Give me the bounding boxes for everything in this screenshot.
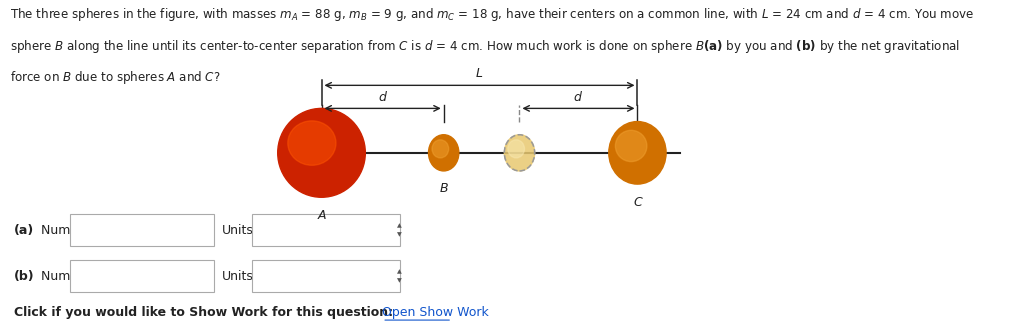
Ellipse shape [505, 135, 535, 171]
Text: sphere $B$ along the line until its center-to-center separation from $C$ is $d$ : sphere $B$ along the line until its cent… [10, 38, 961, 54]
Text: ▲: ▲ [396, 223, 401, 228]
Ellipse shape [428, 135, 459, 171]
Text: B: B [439, 183, 447, 196]
Text: C: C [633, 196, 642, 208]
Text: (b): (b) [14, 270, 35, 283]
Ellipse shape [288, 121, 336, 165]
FancyBboxPatch shape [71, 261, 214, 292]
Text: $d$: $d$ [378, 90, 388, 105]
Text: ▼: ▼ [396, 279, 401, 284]
Text: $L$: $L$ [475, 67, 483, 80]
Text: Click if you would like to Show Work for this question:: Click if you would like to Show Work for… [14, 306, 393, 319]
Text: $d$: $d$ [573, 90, 584, 105]
Text: A: A [317, 209, 326, 222]
Ellipse shape [432, 140, 449, 158]
Text: (a): (a) [14, 224, 34, 237]
Text: Open Show Work: Open Show Work [382, 306, 488, 319]
Text: The three spheres in the figure, with masses $m_A$ = 88 g, $m_B$ = 9 g, and $m_C: The three spheres in the figure, with ma… [10, 6, 974, 23]
FancyBboxPatch shape [71, 214, 214, 246]
Text: Number: Number [37, 270, 91, 283]
Text: ▲: ▲ [396, 269, 401, 274]
Text: Number: Number [37, 224, 91, 237]
Ellipse shape [609, 122, 666, 184]
Text: force on $B$ due to spheres $A$ and $C$?: force on $B$ due to spheres $A$ and $C$? [10, 69, 220, 86]
Ellipse shape [278, 108, 366, 197]
Ellipse shape [508, 140, 524, 158]
FancyBboxPatch shape [253, 261, 399, 292]
Text: ▼: ▼ [396, 232, 401, 237]
Ellipse shape [615, 130, 647, 162]
FancyBboxPatch shape [253, 214, 399, 246]
Text: Units: Units [222, 224, 254, 237]
Text: Units: Units [222, 270, 254, 283]
